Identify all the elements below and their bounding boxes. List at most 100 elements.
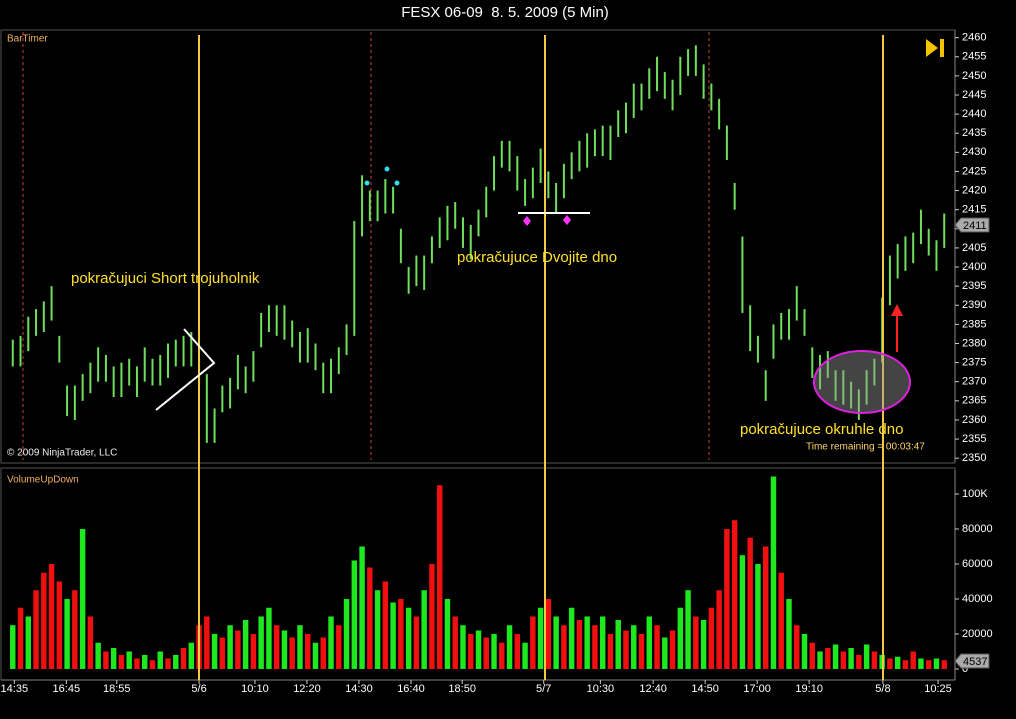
x-tick-label: 14:35: [1, 683, 29, 695]
volume-bar: [887, 658, 893, 669]
volume-bar: [506, 625, 513, 669]
bottom-markers: [523, 215, 571, 226]
volume-bar: [336, 625, 342, 669]
volume-bar: [95, 642, 101, 669]
volume-bar: [211, 633, 218, 669]
volume-bar: [460, 625, 466, 669]
volume-bar: [747, 537, 753, 669]
volume-bar: [638, 633, 645, 669]
volume-bar: [250, 633, 257, 669]
x-tick-label: 10:10: [241, 683, 269, 695]
x-tick-label: 10:30: [587, 683, 615, 695]
y-tick-label: 40000: [962, 593, 993, 605]
volume-bar: [227, 625, 233, 669]
volume-bar: [576, 619, 583, 669]
y-tick-label: 2385: [962, 318, 986, 330]
x-tick-label: 16:45: [53, 683, 81, 695]
volume-bar: [755, 563, 761, 669]
day-lines: [198, 35, 884, 680]
volume-bar: [328, 616, 334, 669]
volume-bar: [537, 607, 544, 669]
volume-bar: [669, 630, 676, 669]
y-tick-label: 60000: [962, 558, 993, 570]
volume-bar: [188, 642, 195, 669]
volume-bar: [134, 658, 140, 669]
y-tick-label: 2450: [962, 70, 986, 82]
volume-bar: [17, 607, 24, 669]
volume-bar: [72, 590, 78, 669]
volume-bar: [110, 647, 117, 669]
volume-bar: [514, 633, 521, 669]
volume-bar: [925, 660, 932, 669]
volume-bar: [941, 660, 947, 669]
volume-bar: [452, 616, 458, 669]
last-value-box: [954, 217, 990, 233]
volume-bar: [809, 642, 815, 669]
volume-bar: [103, 651, 109, 669]
volume-bar: [786, 598, 792, 669]
volume-bar: [770, 476, 777, 669]
volume-bar: [367, 567, 373, 669]
volume-bar: [568, 607, 575, 669]
y-tick-label: 2355: [962, 433, 986, 445]
volume-bar: [545, 598, 552, 669]
volume-bar: [825, 647, 831, 669]
volume-bar: [902, 660, 909, 669]
y-tick-label: 2375: [962, 357, 986, 369]
volume-bar: [281, 630, 288, 669]
volume-bar: [273, 625, 280, 669]
volume-bar: [235, 630, 241, 669]
volume-bar: [615, 619, 621, 669]
annotation: pokračujuci Short trojuholnik: [71, 270, 260, 287]
volume-bar: [856, 654, 862, 669]
volume-bar: [708, 607, 715, 669]
volume-bar: [436, 485, 443, 669]
volume-bar: [592, 625, 598, 669]
copyright: © 2009 NinjaTrader, LLC: [7, 448, 117, 459]
x-tick-label: 5/7: [536, 683, 551, 695]
volume-bar: [894, 656, 901, 669]
volume-bar: [429, 563, 435, 669]
volume-bar: [289, 637, 295, 669]
volume-bar: [724, 528, 730, 669]
time-remaining: Time remaining = 00:03:47: [806, 442, 925, 453]
x-tick-label: 12:20: [293, 683, 321, 695]
x-tick-label: 14:30: [345, 683, 373, 695]
volume-bar: [716, 590, 722, 669]
x-tick-label: 14:50: [691, 683, 719, 695]
volume-bar: [739, 555, 746, 669]
volume-bar: [662, 637, 668, 669]
last-value-box: [954, 653, 990, 669]
x-tick-label: 5/6: [191, 683, 206, 695]
volume-bar: [142, 654, 148, 669]
volume-bar: [312, 642, 319, 669]
volume-bar: [468, 633, 474, 669]
volume-bar: [33, 590, 39, 669]
volume-bar: [242, 619, 249, 669]
x-tick-label: 18:50: [448, 683, 476, 695]
volume-bar: [258, 616, 264, 669]
x-tick-label: 17:00: [743, 683, 771, 695]
y-tick-label: 2395: [962, 280, 986, 292]
volume-bar: [48, 563, 55, 669]
volume-bar: [475, 630, 482, 669]
volume-bar: [848, 647, 854, 669]
volume-bar: [421, 590, 427, 669]
volume-bar: [359, 546, 365, 669]
volume-bar: [173, 654, 179, 669]
volume-bar: [801, 633, 808, 669]
last-value-label: 4537: [963, 656, 987, 668]
annotation: pokračujuce okruhle dno: [740, 421, 903, 438]
volume-bar: [933, 658, 940, 669]
play-icon[interactable]: [926, 39, 944, 57]
volume-bar: [305, 633, 311, 669]
y-tick-label: 2380: [962, 337, 986, 349]
volume-bar: [553, 616, 559, 669]
volume-bars: [10, 476, 947, 669]
y-tick-label: 100K: [962, 488, 988, 500]
volume-bar: [778, 572, 784, 669]
volume-bar: [530, 616, 536, 669]
volume-bar: [731, 520, 738, 669]
